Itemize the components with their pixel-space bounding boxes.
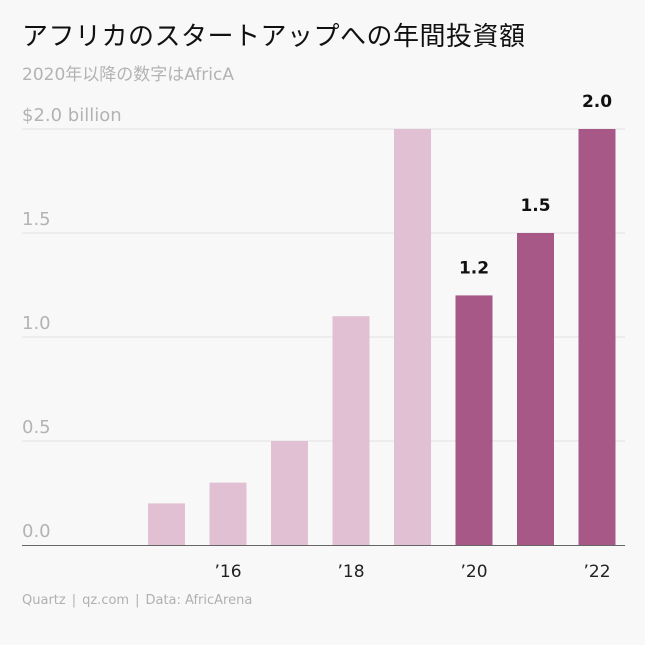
- x-tick-label: ’22: [583, 562, 610, 582]
- bar-2022: [578, 129, 616, 545]
- x-tick-label: ’16: [214, 562, 241, 582]
- x-tick-label: ’18: [337, 562, 364, 582]
- source-brand: Quartz: [22, 593, 66, 608]
- source-footer: Quartz | qz.com | Data: AfricArena: [22, 593, 252, 608]
- y-tick-label: 0.0: [22, 521, 51, 542]
- y-tick-labels: 0.0 0.5 1.0 1.5 $2.0 billion: [22, 105, 122, 542]
- y-tick-label: $2.0 billion: [22, 105, 122, 126]
- y-tick-label: 0.5: [22, 417, 51, 438]
- bar-2019: [394, 129, 431, 545]
- source-site: qz.com: [82, 593, 130, 608]
- footer-separator: |: [135, 593, 140, 608]
- y-tick-label: 1.5: [22, 209, 51, 230]
- bar-2017: [271, 441, 308, 545]
- bars: [148, 129, 616, 545]
- chart-subtitle: 2020年以降の数字はAfricA: [22, 65, 234, 85]
- footer-separator: |: [71, 593, 77, 608]
- data-label-2022: 2.0: [582, 92, 612, 112]
- data-labels: 1.2 1.5 2.0: [459, 92, 612, 278]
- source-data: Data: AfricArena: [145, 593, 253, 608]
- bar-2016: [209, 482, 247, 545]
- bar-2018: [332, 316, 370, 545]
- y-tick-label: 1.0: [22, 313, 51, 334]
- bar-2020: [455, 295, 493, 545]
- x-tick-labels: ’16 ’18 ’20 ’22: [214, 562, 610, 582]
- chart-title: アフリカのスタートアップへの年間投資額: [22, 22, 526, 52]
- bar-2015: [148, 503, 185, 545]
- x-tick-label: ’20: [460, 562, 487, 582]
- data-label-2021: 1.5: [520, 196, 550, 216]
- data-label-2020: 1.2: [459, 258, 489, 278]
- bar-2021: [517, 233, 554, 545]
